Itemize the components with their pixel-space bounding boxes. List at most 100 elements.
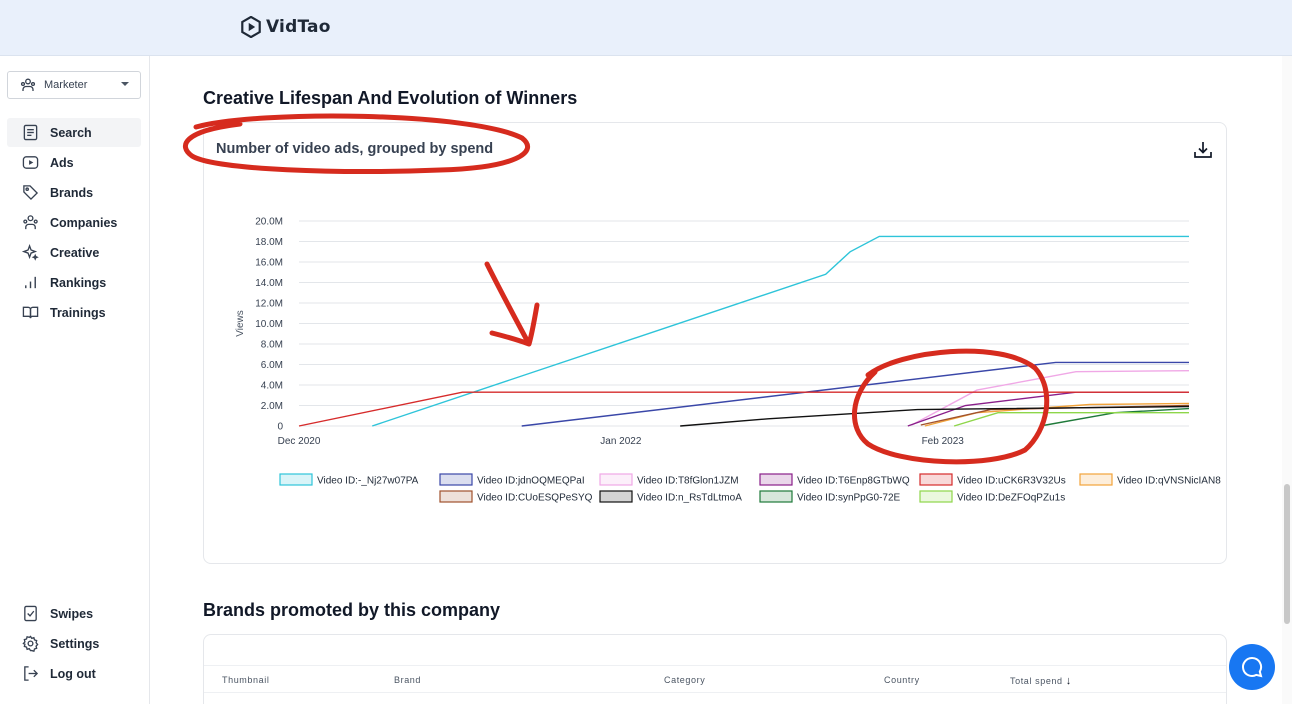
y-tick-label: 8.0M	[261, 340, 283, 351]
sparkle-icon	[22, 244, 39, 261]
sidebar-item-logout[interactable]: Log out	[7, 659, 141, 688]
legend-item[interactable]: Video ID:synPpG0-72E	[759, 490, 901, 504]
role-select[interactable]: Marketer	[7, 71, 141, 99]
legend-item[interactable]: Video ID:DeZFOqPZu1s	[919, 490, 1065, 504]
sort-arrow-down-icon: ↓	[1065, 675, 1072, 687]
legend-label: Video ID:T6Enp8GTbWQ	[797, 476, 910, 487]
y-axis-label: Views	[235, 310, 246, 337]
scrollbar-thumb[interactable]	[1284, 484, 1290, 624]
y-tick-label: 4.0M	[261, 381, 283, 392]
legend-label: Video ID:-_Nj27w07PA	[317, 476, 419, 487]
logo-icon	[241, 16, 261, 38]
series-line-1	[521, 361, 1189, 427]
sidebar-item-label: Ads	[50, 155, 74, 170]
sidebar-item-settings[interactable]: Settings	[7, 629, 141, 658]
play-icon	[22, 156, 39, 169]
sidebar-item-ads[interactable]: Ads	[7, 148, 141, 177]
legend-label: Video ID:DeZFOqPZu1s	[957, 493, 1065, 504]
legend-swatch	[439, 490, 473, 503]
legend-label: Video ID:qVNSNicIAN8	[1117, 476, 1221, 487]
y-tick-label: 18.0M	[255, 237, 283, 248]
legend-swatch	[759, 473, 793, 486]
y-tick-label: 20.0M	[255, 217, 283, 228]
top-bar: VidTao	[0, 0, 1292, 56]
col-header-total-spend-label: Total spend	[1010, 676, 1063, 686]
legend-item[interactable]: Video ID:CUoESQPeSYQ	[439, 490, 593, 504]
legend-item[interactable]: Video ID:qVNSNicIAN8	[1079, 473, 1221, 487]
legend-item[interactable]: Video ID:uCK6R3V32Us	[919, 473, 1066, 487]
legend-item[interactable]: Video ID:n_RsTdLtmoA	[599, 490, 742, 504]
legend-label: Video ID:uCK6R3V32Us	[957, 476, 1066, 487]
y-tick-label: 14.0M	[255, 278, 283, 289]
legend-item[interactable]: Video ID:jdnOQMEQPaI	[439, 473, 585, 487]
download-icon[interactable]	[1192, 139, 1214, 161]
legend-swatch	[599, 490, 633, 503]
sidebar-item-label: Search	[50, 125, 92, 140]
legend-swatch	[439, 473, 473, 486]
app-logo[interactable]: VidTao	[240, 16, 331, 38]
col-header-category: Category	[664, 675, 706, 685]
x-tick-label: Feb 2023	[922, 436, 965, 447]
legend-label: Video ID:n_RsTdLtmoA	[637, 493, 742, 504]
series-line-9	[953, 412, 1189, 427]
book-icon	[22, 306, 39, 319]
y-tick-label: 2.0M	[261, 401, 283, 412]
sidebar-item-label: Rankings	[50, 275, 107, 290]
legend-item[interactable]: Video ID:T6Enp8GTbWQ	[759, 473, 910, 487]
brands-table: Thumbnail Brand Category Country Total s…	[203, 634, 1227, 704]
sidebar-item-label: Swipes	[50, 606, 94, 621]
chat-button[interactable]	[1229, 644, 1275, 690]
series-line-2	[911, 370, 1190, 426]
series-line-0	[371, 235, 1189, 427]
role-select-value: Marketer	[44, 79, 88, 91]
legend-swatch	[919, 490, 953, 503]
legend-item[interactable]: Video ID:-_Nj27w07PA	[279, 473, 419, 487]
y-tick-label: 6.0M	[261, 360, 283, 371]
y-tick-label: 16.0M	[255, 258, 283, 269]
app-name: VidTao	[266, 17, 331, 37]
x-tick-label: Jan 2022	[600, 436, 642, 447]
search-doc-icon	[23, 124, 38, 141]
y-tick-label: 0	[277, 422, 283, 433]
sidebar-item-search[interactable]: Search	[7, 118, 141, 147]
sidebar-item-label: Brands	[50, 185, 94, 200]
line-chart: 0 2.0M 4.0M 6.0M 8.0M 10.0M 12.0M 14.0M 16.0M 18.…	[235, 217, 1221, 504]
logout-icon	[24, 666, 39, 681]
col-header-country: Country	[884, 675, 920, 685]
legend-swatch	[759, 490, 793, 503]
legend-label: Video ID:synPpG0-72E	[797, 493, 901, 504]
section-title-brands: Brands promoted by this company	[203, 600, 501, 620]
y-tick-label: 10.0M	[255, 319, 283, 330]
legend-label: Video ID:CUoESQPeSYQ	[477, 493, 593, 504]
sidebar-item-rankings[interactable]: Rankings	[7, 268, 141, 297]
section-title-lifespan: Creative Lifespan And Evolution of Winne…	[203, 88, 578, 108]
sidebar-item-label: Creative	[50, 245, 100, 260]
col-header-thumbnail: Thumbnail	[222, 675, 270, 685]
sidebar-item-swipes[interactable]: Swipes	[7, 599, 141, 628]
col-header-brand: Brand	[394, 675, 422, 685]
sidebar-item-trainings[interactable]: Trainings	[7, 298, 141, 327]
legend-label: Video ID:T8fGlon1JZM	[637, 476, 739, 487]
sidebar-item-brands[interactable]: Brands	[7, 178, 141, 207]
legend-swatch	[1079, 473, 1113, 486]
col-header-total-spend[interactable]: Total spend ↓	[1010, 675, 1072, 687]
legend-item[interactable]: Video ID:T8fGlon1JZM	[599, 473, 739, 487]
sidebar-item-creative[interactable]: Creative	[7, 238, 141, 267]
sidebar-item-label: Settings	[50, 636, 100, 651]
sidebar: Marketer Search Ads Brands Companies Cre…	[0, 56, 150, 704]
sidebar-item-label: Trainings	[50, 305, 106, 320]
y-tick-label: 12.0M	[255, 299, 283, 310]
chat-icon	[1241, 656, 1263, 678]
swipe-icon	[24, 605, 37, 622]
main-content: Creative Lifespan And Evolution of Winne…	[150, 56, 1280, 704]
table-header-row: Thumbnail Brand Category Country Total s…	[204, 665, 1226, 693]
user-group-icon	[20, 78, 36, 91]
legend-swatch	[919, 473, 953, 486]
tag-icon	[23, 185, 39, 201]
series-line-7	[680, 405, 1190, 427]
sidebar-item-companies[interactable]: Companies	[7, 208, 141, 237]
x-tick-label: Dec 2020	[278, 436, 321, 447]
sidebar-item-label: Log out	[50, 666, 96, 681]
page-scrollbar[interactable]	[1282, 56, 1292, 704]
legend-swatch	[279, 473, 313, 486]
